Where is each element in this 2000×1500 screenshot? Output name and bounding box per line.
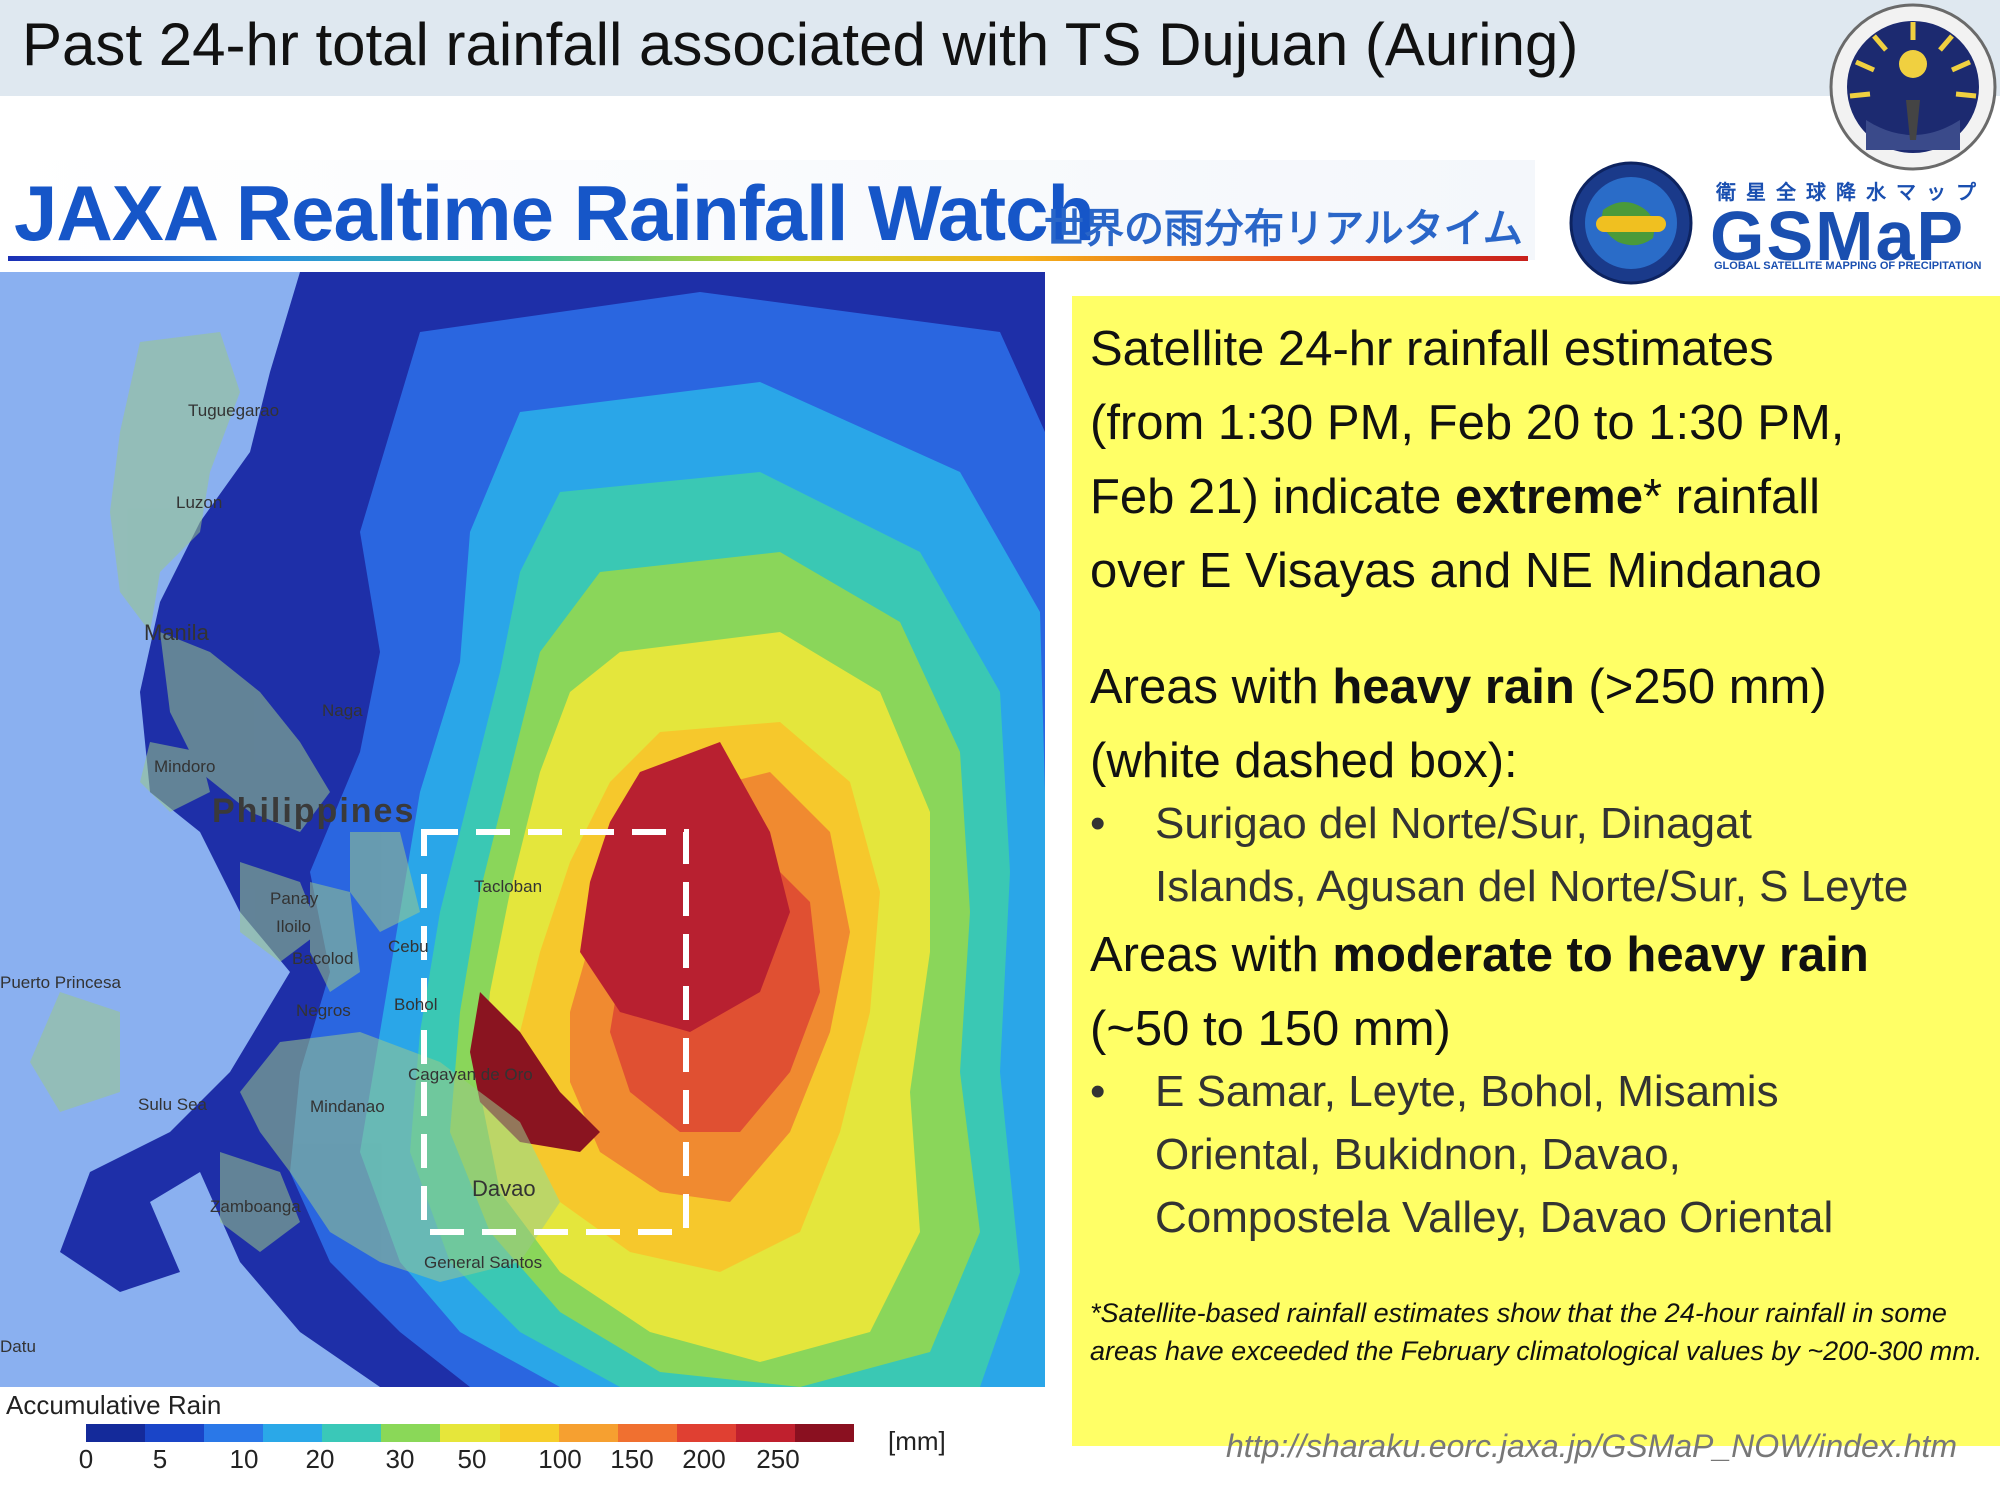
info-paragraph-2: Areas with heavy rain (>250 mm) (white d… [1090,650,1827,798]
legend-color-swatch [794,1424,855,1442]
legend-tick: 100 [538,1444,582,1474]
gsmap-globe-icon [1569,161,1693,285]
bullet-dot: • [1090,799,1106,848]
place-label: Luzon [176,493,222,512]
para1-text: Feb 21) indicate [1090,470,1455,524]
heavy-rain-box [421,829,689,1235]
place-label: General Santos [424,1253,542,1272]
place-label: Cebu [388,937,429,956]
bullet-line: Oriental, Bukidnon, Davao, [1155,1130,1681,1179]
place-label: Bacolod [292,949,353,968]
info-paragraph-1: Satellite 24-hr rainfall estimates (from… [1090,312,1844,608]
para1-line: (from 1:30 PM, Feb 20 to 1:30 PM, [1090,396,1845,450]
gsmap-subtitle: GLOBAL SATELLITE MAPPING OF PRECIPITATIO… [1714,260,1982,272]
legend-color-swatch [735,1424,795,1442]
legend-title: Accumulative Rain [6,1390,222,1420]
legend-color-swatch [204,1424,264,1442]
place-label: Mindanao [310,1097,385,1116]
para2-line: Areas with heavy rain (>250 mm) [1090,650,1827,724]
legend-color-swatch [617,1424,677,1442]
legend-color-swatch [86,1424,146,1442]
jaxa-banner [0,160,1535,260]
legend-tick: 250 [756,1444,800,1474]
gsmap-wordmark: GSMaP [1710,197,1966,275]
legend-tick: 150 [610,1444,654,1474]
legend-color-bar [86,1424,855,1442]
source-url[interactable]: http://sharaku.eorc.jaxa.jp/GSMaP_NOW/in… [1226,1428,1957,1464]
rainbow-divider [8,256,1528,261]
legend-tick: 50 [457,1444,487,1474]
moderate-rain-emphasis: moderate to heavy rain [1332,928,1869,982]
footnote: *Satellite-based rainfall estimates show… [1090,1298,1983,1366]
gsmap-japanese-caption: 衛星全球降水マップ [1716,182,1986,204]
place-label: Bohol [394,995,437,1014]
extreme-emphasis: extreme [1455,470,1643,524]
legend-color-swatch [499,1424,559,1442]
legend-color-swatch [676,1424,736,1442]
heavy-rain-emphasis: heavy rain [1332,660,1575,714]
legend-color-swatch [440,1424,500,1442]
jaxa-japanese-title: 世界の雨分布リアルタイム [1044,207,1523,251]
place-label: Negros [296,1001,351,1020]
bullet-text: Surigao del Norte/Sur, Dinagat Islands, … [1155,792,1908,918]
place-label: Puerto Princesa [0,973,121,992]
legend-tick: 30 [385,1444,415,1474]
para3-text: Areas with [1090,928,1333,982]
place-label: Cagayan de Oro [408,1065,533,1084]
place-label: Iloilo [276,917,311,936]
bullet-line: Islands, Agusan del Norte/Sur, S Leyte [1155,862,1909,911]
title-bar [0,0,2000,96]
place-label-country: Philippines [212,792,415,830]
jaxa-title: JAXA Realtime Rainfall Watch [14,169,1095,257]
place-label: Panay [270,889,319,908]
para1-line: Satellite 24-hr rainfall estimates [1090,322,1774,376]
legend-tick: 5 [152,1444,168,1474]
legend-color-swatch [263,1424,323,1442]
para3-line: (~50 to 150 mm) [1090,1002,1451,1056]
legend-color-swatch [322,1424,382,1442]
rainfall-map: Tuguegarao Luzon Manila Naga Mindoro Phi… [0,272,1045,1387]
para3-line: Areas with moderate to heavy rain [1090,918,1869,992]
legend-tick: 200 [682,1444,726,1474]
bullet-text: E Samar, Leyte, Bohol, Misamis Oriental,… [1155,1060,1833,1249]
para2-text: (>250 mm) [1574,660,1827,714]
para2-line: (white dashed box): [1090,734,1518,788]
bullet-line: Surigao del Norte/Sur, Dinagat [1155,799,1752,848]
para2-text: Areas with [1090,660,1333,714]
legend-color-swatch [381,1424,441,1442]
legend-unit: [mm] [888,1426,946,1456]
bullet-line: Compostela Valley, Davao Oriental [1155,1193,1834,1242]
legend-color-swatch [145,1424,205,1442]
place-label: Mindoro [154,757,215,776]
bullet-line: E Samar, Leyte, Bohol, Misamis [1155,1067,1779,1116]
para1-line: Feb 21) indicate extreme* rainfall [1090,460,1844,534]
place-label: Naga [322,701,363,720]
legend-tick: 0 [78,1444,94,1474]
legend-tick: 10 [229,1444,259,1474]
observatory-seal-icon [1829,3,1997,171]
landmass-group [30,332,560,1282]
place-label: Tacloban [474,877,542,896]
para1-text: * rainfall [1642,470,1820,524]
place-label: Davao [472,1176,536,1201]
para1-line: over E Visayas and NE Mindanao [1090,544,1822,598]
page-title: Past 24-hr total rainfall associated wit… [22,11,1579,78]
place-label: Tuguegarao [188,401,279,420]
legend-color-swatch [558,1424,618,1442]
info-box [1072,296,2000,1446]
rain-legend: Accumulative Rain 0 5 10 20 30 50 100 15… [0,1388,980,1500]
place-label: Manila [144,620,210,645]
bullet-dot: • [1090,1067,1106,1116]
info-paragraph-3: Areas with moderate to heavy rain (~50 t… [1090,918,1869,1066]
place-label: Zamboanga [210,1197,301,1216]
place-label: Datu [0,1337,36,1356]
place-label: Sulu Sea [138,1095,208,1114]
legend-tick: 20 [305,1444,335,1474]
